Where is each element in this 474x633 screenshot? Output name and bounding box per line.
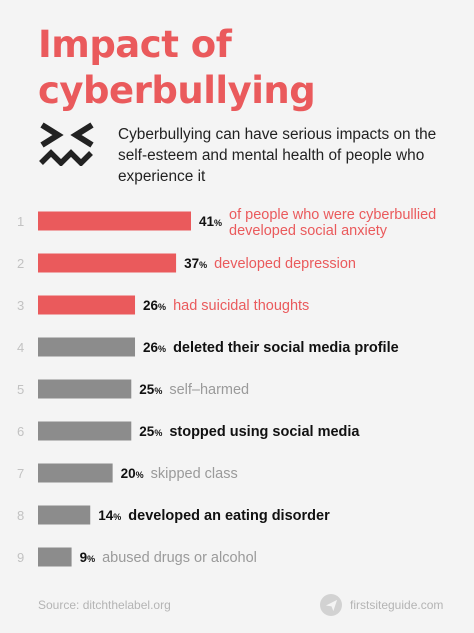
value-label: 26% <box>143 298 166 313</box>
category-label: developed depression <box>214 256 356 272</box>
value-label: 14% <box>98 508 121 523</box>
rank-number: 3 <box>17 298 24 313</box>
category-label: stopped using social media <box>169 424 360 440</box>
value-label: 26% <box>143 340 166 355</box>
category-label: abused drugs or alcohol <box>102 550 257 566</box>
title-line-1: Impact of <box>38 23 232 66</box>
bar <box>38 421 132 441</box>
bar <box>38 253 177 273</box>
intro-text: Cyberbullying can have serious impacts o… <box>118 126 437 185</box>
paper-plane-icon <box>320 594 342 616</box>
category-label: skipped class <box>151 466 238 482</box>
rank-number: 4 <box>17 340 24 355</box>
value-label: 9% <box>80 550 96 565</box>
category-label: self–harmed <box>169 382 249 398</box>
value-label: 25% <box>139 424 162 439</box>
site-logo: firstsiteguide.com <box>320 594 443 616</box>
category-label: deleted their social media profile <box>173 340 399 356</box>
bar <box>38 547 72 567</box>
rank-number: 5 <box>17 382 24 397</box>
rank-number: 6 <box>17 424 24 439</box>
title-line-2: cyberbullying <box>38 69 316 112</box>
page-title: Impact of cyberbullying <box>38 22 316 114</box>
bar <box>38 379 132 399</box>
angry-face-icon <box>39 122 94 166</box>
rank-number: 9 <box>17 550 24 565</box>
category-label: of people who were cyberbullied developed… <box>229 207 436 239</box>
value-label: 41% <box>199 214 222 229</box>
bar <box>38 211 191 231</box>
rank-number: 8 <box>17 508 24 523</box>
logo-text: firstsiteguide.com <box>350 598 444 612</box>
category-label: developed an eating disorder <box>128 508 330 524</box>
rank-number: 7 <box>17 466 24 481</box>
value-label: 20% <box>121 466 144 481</box>
value-label: 37% <box>184 256 207 271</box>
rank-number: 1 <box>17 214 24 229</box>
bar <box>38 295 136 315</box>
value-label: 25% <box>139 382 162 397</box>
category-label: had suicidal thoughts <box>173 298 309 314</box>
bar <box>38 505 91 525</box>
rank-number: 2 <box>17 256 24 271</box>
bar <box>38 337 136 357</box>
bar <box>38 463 113 483</box>
source-text: Source: ditchthelabel.org <box>38 598 171 612</box>
